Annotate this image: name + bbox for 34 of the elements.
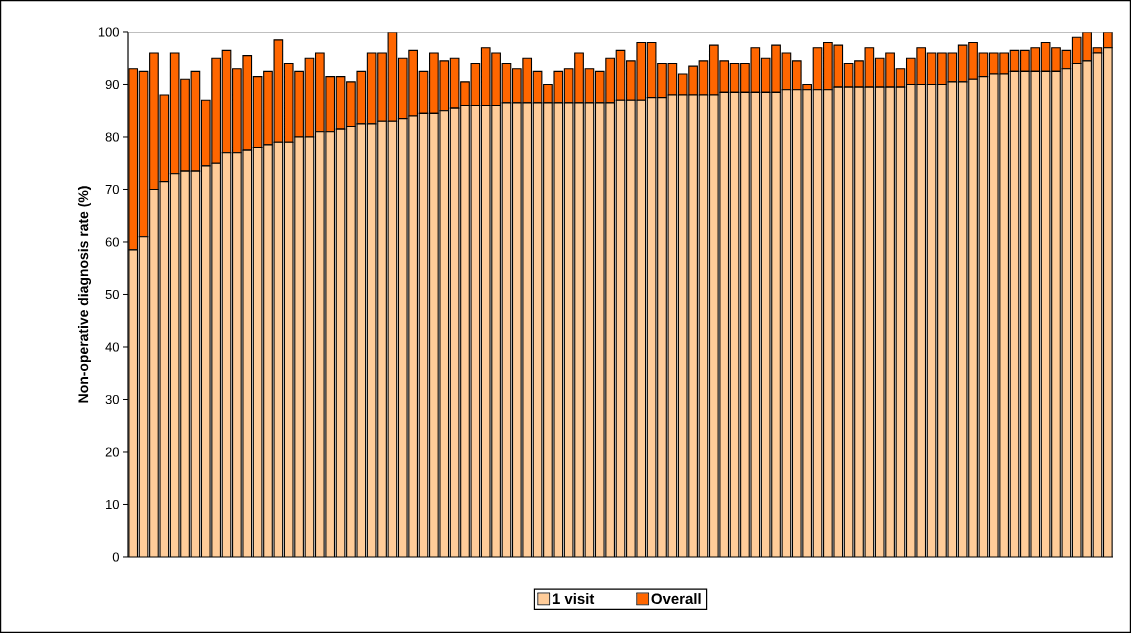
bar bbox=[408, 49, 418, 117]
y-tick-label: 30 bbox=[105, 394, 119, 405]
y-axis-title: Non-operative diagnosis rate (%) bbox=[77, 186, 92, 403]
bar bbox=[823, 41, 833, 91]
y-tick-label: 60 bbox=[105, 237, 119, 247]
bar bbox=[294, 70, 304, 138]
bar bbox=[377, 52, 387, 122]
y-tick-label: 20 bbox=[105, 447, 119, 457]
legend-label: Overall bbox=[651, 593, 701, 605]
bar bbox=[346, 81, 356, 128]
y-tick-label: 90 bbox=[105, 79, 119, 90]
bar bbox=[1051, 47, 1061, 72]
bar bbox=[429, 52, 439, 114]
bar bbox=[211, 57, 221, 164]
y-tick-label: 70 bbox=[105, 184, 119, 195]
bar bbox=[574, 52, 584, 104]
bar bbox=[740, 62, 750, 93]
bar bbox=[771, 44, 781, 93]
bar bbox=[232, 68, 242, 154]
bar bbox=[180, 78, 190, 172]
y-tick-label: 80 bbox=[105, 132, 119, 142]
bar bbox=[491, 52, 501, 107]
y-tick-label: 50 bbox=[105, 289, 119, 300]
bar bbox=[605, 57, 615, 104]
bar bbox=[968, 41, 978, 80]
y-tick-label: 100 bbox=[98, 27, 119, 37]
y-tick-label: 0 bbox=[112, 552, 119, 562]
legend-label: 1 visit bbox=[552, 593, 595, 605]
bar bbox=[626, 60, 636, 101]
y-tick-label: 40 bbox=[105, 342, 119, 352]
bar bbox=[657, 62, 667, 99]
bar bbox=[263, 70, 273, 146]
bar bbox=[149, 52, 159, 191]
y-tick-label: 10 bbox=[106, 499, 119, 510]
